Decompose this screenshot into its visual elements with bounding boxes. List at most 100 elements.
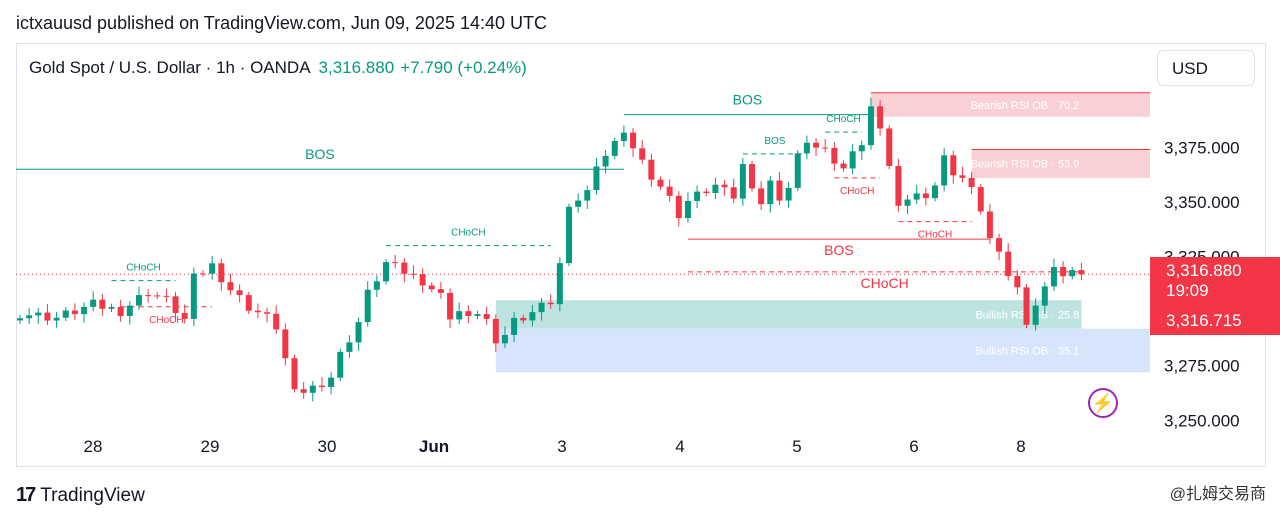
candle-body[interactable] [410,273,417,275]
candle-body[interactable] [858,145,865,152]
candle-body[interactable] [566,206,572,264]
candle-body[interactable] [501,334,508,344]
candle-body[interactable] [739,164,746,199]
candle-body[interactable] [328,377,335,388]
candle-body[interactable] [657,179,664,187]
candle-body[interactable] [282,329,289,359]
candle-body[interactable] [483,314,490,319]
candle-body[interactable] [684,200,691,219]
candle-body[interactable] [117,307,124,317]
candle-body[interactable] [794,153,801,188]
candle-body[interactable] [529,312,536,321]
candle-body[interactable] [200,273,206,275]
tradingview-logo[interactable]: 17 TradingView [16,484,145,507]
candle-body[interactable] [309,385,316,393]
candle-body[interactable] [996,238,1003,252]
lightning-icon[interactable]: ⚡ [1088,388,1118,418]
candle-body[interactable] [620,132,627,142]
candle-body[interactable] [749,164,755,189]
candle-body[interactable] [99,299,106,309]
candle-body[interactable] [986,211,993,239]
candle-body[interactable] [959,175,966,178]
candle-body[interactable] [126,305,133,317]
candle-body[interactable] [968,177,975,188]
candle-body[interactable] [941,155,948,186]
candle-body[interactable] [163,295,170,297]
candle-body[interactable] [803,142,810,154]
candle-body[interactable] [520,317,527,321]
candle-body[interactable] [1069,270,1076,277]
candle-body[interactable] [218,263,225,283]
candle-body[interactable] [35,312,42,316]
candle-body[interactable] [90,299,97,307]
candle-body[interactable] [584,190,591,201]
candle-body[interactable] [135,295,142,306]
candle-body[interactable] [840,163,847,169]
candle-body[interactable] [849,151,856,169]
candle-body[interactable] [767,180,774,205]
candle-body[interactable] [456,311,463,320]
candle-body[interactable] [913,193,920,200]
candle-body[interactable] [1041,286,1048,306]
candle-body[interactable] [71,310,78,315]
candle-body[interactable] [264,312,271,314]
candle-body[interactable] [428,285,435,290]
candle-body[interactable] [758,188,765,205]
candle-body[interactable] [227,282,234,291]
candle-body[interactable] [547,302,554,305]
candle-body[interactable] [53,317,60,321]
candle-body[interactable] [511,317,518,335]
candle-body[interactable] [822,147,829,149]
candle-body[interactable] [81,306,88,315]
candle-body[interactable] [1050,267,1057,287]
candle-body[interactable] [346,342,353,352]
candle-body[interactable] [813,142,820,148]
candle-body[interactable] [181,313,188,319]
candle-body[interactable] [904,199,911,206]
candle-body[interactable] [977,187,984,212]
candle-body[interactable] [932,185,938,199]
candle-body[interactable] [950,155,957,176]
candle-body[interactable] [922,193,929,199]
candle-body[interactable] [675,195,682,219]
candle-body[interactable] [318,385,325,388]
candle-body[interactable] [154,295,161,297]
candle-body[interactable] [1023,287,1030,325]
candle-body[interactable] [401,262,408,274]
candle-body[interactable] [254,310,261,313]
candle-body[interactable] [62,310,69,318]
candle-body[interactable] [703,191,710,193]
candle-body[interactable] [867,106,874,146]
candle-body[interactable] [108,307,115,309]
candle-body[interactable] [556,263,563,305]
candle-body[interactable] [1060,267,1067,277]
candle-body[interactable] [474,314,481,316]
candle-body[interactable] [639,148,646,160]
candle-body[interactable] [721,184,728,188]
candle-body[interactable] [694,191,701,201]
candle-body[interactable] [831,147,838,164]
candle-body[interactable] [437,289,444,293]
candle-body[interactable] [492,318,499,344]
candle-body[interactable] [1078,270,1085,275]
candle-body[interactable] [245,295,252,311]
candle-body[interactable] [877,106,884,129]
candle-body[interactable] [1014,275,1021,288]
candle-body[interactable] [895,166,902,206]
candle-body[interactable] [785,187,792,201]
candle-body[interactable] [44,312,51,321]
candle-body[interactable] [355,322,362,343]
candle-body[interactable] [648,159,655,180]
candle-body[interactable] [419,274,426,286]
candle-body[interactable] [886,128,893,167]
candle-body[interactable] [300,389,307,393]
candle-body[interactable] [236,290,243,296]
candle-body[interactable] [602,155,609,167]
candle-body[interactable] [447,292,454,320]
candle-body[interactable] [730,187,737,199]
candle-body[interactable] [776,180,783,201]
candle-body[interactable] [465,311,472,316]
currency-button[interactable]: USD [1157,50,1255,86]
candle-body[interactable] [392,262,399,264]
